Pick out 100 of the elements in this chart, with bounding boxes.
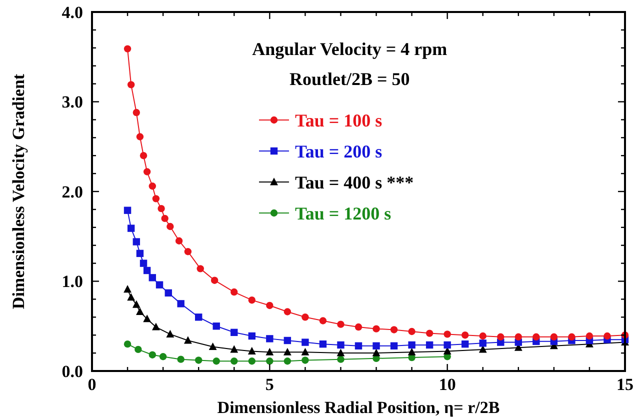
point (136, 307, 144, 316)
point (230, 345, 238, 353)
legend-label: Tau = 100 s (295, 110, 382, 130)
point (266, 302, 274, 310)
annotation: Routlet/2B = 50 (289, 69, 410, 89)
y-axis-title: Dimensionless Velocity Gradient (9, 74, 28, 310)
x-axis-title: Dimensionless Radial Position, η= r/2B (217, 398, 500, 417)
point (302, 338, 309, 346)
point (152, 322, 160, 330)
point (354, 342, 362, 350)
point (426, 341, 434, 349)
point (208, 342, 217, 350)
x-tick-label: 15 (616, 375, 634, 394)
point (132, 300, 140, 308)
point (166, 330, 174, 338)
y-tick-label: 4.0 (62, 2, 83, 22)
point (134, 346, 142, 354)
point (462, 332, 469, 339)
point (212, 322, 220, 330)
point (444, 341, 451, 349)
point (497, 333, 504, 340)
point (390, 342, 398, 350)
point (479, 332, 486, 340)
point (212, 358, 220, 365)
point (127, 224, 135, 232)
y-tick-label: 1.0 (62, 272, 83, 292)
point (336, 348, 345, 356)
point (148, 274, 156, 282)
point (408, 341, 416, 349)
legend-label: Tau = 1200 s (295, 203, 392, 224)
y-tick-label: 0.0 (62, 362, 83, 381)
annotation: Angular Velocity = 4 rpm (252, 39, 448, 59)
point (152, 195, 160, 202)
point (372, 348, 380, 356)
point (127, 81, 135, 88)
point (354, 323, 362, 331)
point (248, 296, 256, 304)
point (132, 108, 140, 116)
point (408, 328, 416, 336)
point (337, 341, 344, 349)
y-tick-label: 3.0 (62, 92, 83, 112)
point (586, 332, 594, 340)
point (230, 288, 238, 296)
point (148, 182, 156, 190)
point (319, 317, 327, 324)
point (124, 206, 132, 214)
point (532, 333, 540, 340)
point (124, 340, 132, 348)
point (390, 326, 398, 334)
point (283, 348, 292, 356)
point (462, 340, 469, 348)
point (444, 330, 451, 338)
point (248, 346, 256, 354)
legend-label: Tau = 400 s *** (295, 172, 414, 192)
point (550, 333, 558, 340)
point (408, 348, 416, 356)
point (140, 260, 148, 267)
point (301, 348, 310, 356)
point (479, 340, 486, 347)
point (337, 356, 344, 363)
point (177, 300, 184, 308)
point (302, 356, 309, 364)
point (337, 320, 344, 328)
point (136, 250, 144, 258)
point (124, 285, 132, 293)
point (302, 314, 309, 321)
x-tick-label: 10 (438, 375, 456, 394)
point (196, 265, 204, 272)
point (195, 356, 202, 364)
point (175, 237, 183, 244)
point (158, 204, 165, 212)
point (514, 333, 522, 340)
point (164, 289, 172, 297)
point (136, 133, 144, 140)
point (266, 335, 274, 342)
x-tick-label: 0 (88, 375, 96, 394)
point (166, 222, 174, 230)
point (266, 358, 274, 365)
point (143, 266, 151, 274)
point (248, 358, 256, 365)
point (230, 328, 238, 336)
point (210, 276, 218, 284)
legend-label: Tau = 200 s (295, 141, 382, 162)
point (195, 314, 202, 321)
point (319, 340, 327, 348)
point (284, 336, 292, 344)
point (426, 330, 434, 337)
point (372, 325, 380, 332)
point (266, 348, 274, 356)
point (140, 152, 148, 160)
point (127, 293, 136, 301)
point (159, 353, 167, 360)
point (177, 356, 184, 363)
point (604, 332, 611, 340)
point (132, 238, 140, 246)
point (372, 342, 380, 350)
point (148, 351, 156, 358)
point (284, 358, 292, 365)
point (184, 336, 192, 344)
point (184, 248, 192, 256)
